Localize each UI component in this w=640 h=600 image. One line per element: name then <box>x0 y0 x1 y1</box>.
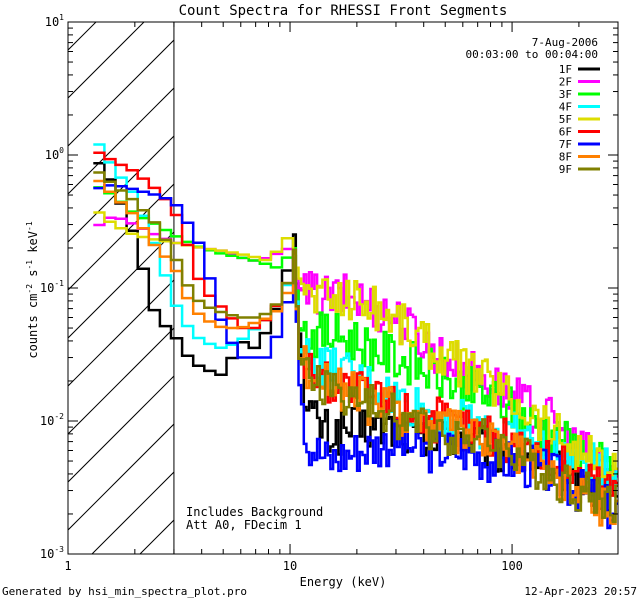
legend-label-3F: 3F <box>559 88 572 101</box>
footer-timestamp: 12-Apr-2023 20:57 <box>524 585 637 598</box>
legend-label-8F: 8F <box>559 151 572 164</box>
hatch-line <box>68 87 174 195</box>
chart-title: Count Spectra for RHESSI Front Segments <box>179 3 508 19</box>
x-axis-ticks: 1 10 100 <box>64 22 619 573</box>
legend-label-2F: 2F <box>559 76 572 89</box>
y-tick-label: 10-1 <box>40 279 64 295</box>
hatch-line <box>68 423 174 531</box>
series-5F-line <box>93 211 618 479</box>
legend-label-1F: 1F <box>559 63 572 76</box>
hatch-line <box>68 22 97 51</box>
legend-label-4F: 4F <box>559 101 572 114</box>
hatch-line <box>0 0 116 554</box>
legend-label-5F: 5F <box>559 113 572 126</box>
hatch-line <box>68 39 174 147</box>
x-tick-label: 10 <box>283 559 297 573</box>
y-axis-ticks: 10-3 10-2 10-1 100 101 <box>40 13 618 561</box>
y-tick-label: 101 <box>45 13 64 29</box>
x-tick-label: 100 <box>501 559 523 573</box>
date-label: 7-Aug-2006 <box>532 36 598 49</box>
note-background: Includes Background <box>186 505 323 519</box>
series-9F-line <box>93 171 618 524</box>
background-hatch-region <box>0 0 174 554</box>
series-layer <box>93 143 618 530</box>
hatch-line <box>68 375 174 483</box>
footer-generated-by: Generated by hsi_min_spectra_plot.pro <box>2 585 247 598</box>
x-tick-label: 1 <box>64 559 71 573</box>
legend-label-9F: 9F <box>559 163 572 176</box>
y-tick-label: 10-2 <box>40 412 64 428</box>
y-axis-label: counts cm-2 s-1 keV-1 <box>25 221 40 358</box>
series-2F-line <box>93 216 618 478</box>
x-axis-label: Energy (keV) <box>300 575 387 589</box>
y-tick-label: 100 <box>45 146 64 162</box>
legend-label-7F: 7F <box>559 138 572 151</box>
hatch-line <box>68 22 145 99</box>
y-tick-label: 10-3 <box>40 545 64 561</box>
hatch-line <box>68 231 174 339</box>
note-attenuator: Att A0, FDecim 1 <box>186 518 302 532</box>
time-range-label: 00:03:00 to 00:04:00 <box>466 48 598 61</box>
hatch-line <box>68 279 174 387</box>
legend-label-6F: 6F <box>559 126 572 139</box>
hatch-line <box>68 183 174 291</box>
